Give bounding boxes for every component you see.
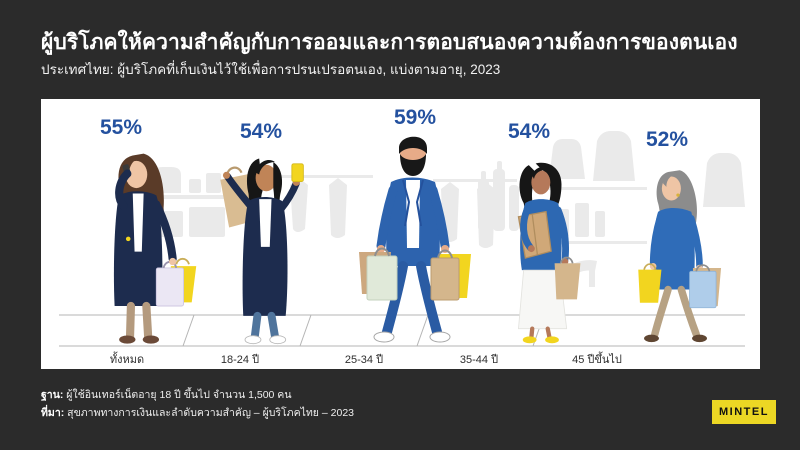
category-label-25-34: 25-34 ปี bbox=[344, 354, 384, 366]
mintel-logo: MINTEL bbox=[712, 400, 776, 424]
shopper-illustration-18-24 bbox=[220, 158, 304, 345]
page-title: ผู้บริโภคให้ความสำคัญกับการออมและการตอบส… bbox=[41, 31, 738, 54]
chart-panel: 55% 54% 59% 54% 52% bbox=[41, 99, 760, 369]
source-note: ที่มา: สุขภาพทางการเงินและลำดับความสำคัญ… bbox=[41, 404, 354, 422]
category-label-all: ทั้งหมด bbox=[109, 354, 145, 366]
footnotes: ฐาน: ผู้ใช้อินเทอร์เน็ตอายุ 18 ปี ขึ้นไป… bbox=[41, 386, 354, 422]
category-label-18-24: 18-24 ปี bbox=[220, 354, 260, 366]
category-label-45-plus: 45 ปีขึ้นไป bbox=[572, 354, 622, 366]
source-note-text: สุขภาพทางการเงินและลำดับความสำคัญ – ผู้บ… bbox=[64, 407, 354, 419]
shopper-illustration-all bbox=[113, 153, 197, 344]
page-subtitle: ประเทศไทย: ผู้บริโภคที่เก็บเงินไว้ใช้เพื… bbox=[41, 62, 501, 77]
value-label-18-24: 54% bbox=[239, 120, 283, 143]
value-label-25-34: 59% bbox=[393, 106, 437, 129]
value-label-45-plus: 52% bbox=[645, 128, 689, 151]
value-label-all: 55% bbox=[99, 116, 143, 139]
category-label-35-44: 35-44 ปี bbox=[459, 354, 499, 366]
shopper-illustration-45-plus bbox=[638, 170, 722, 343]
value-label-35-44: 54% bbox=[507, 120, 551, 143]
shopper-illustration-25-34 bbox=[359, 136, 471, 343]
shopper-illustration-35-44 bbox=[517, 162, 581, 344]
base-note: ฐาน: ผู้ใช้อินเทอร์เน็ตอายุ 18 ปี ขึ้นไป… bbox=[41, 386, 354, 404]
source-note-label: ที่มา: bbox=[41, 407, 65, 419]
base-note-text: ผู้ใช้อินเทอร์เน็ตอายุ 18 ปี ขึ้นไป จำนว… bbox=[63, 389, 292, 401]
base-note-label: ฐาน: bbox=[41, 389, 64, 401]
